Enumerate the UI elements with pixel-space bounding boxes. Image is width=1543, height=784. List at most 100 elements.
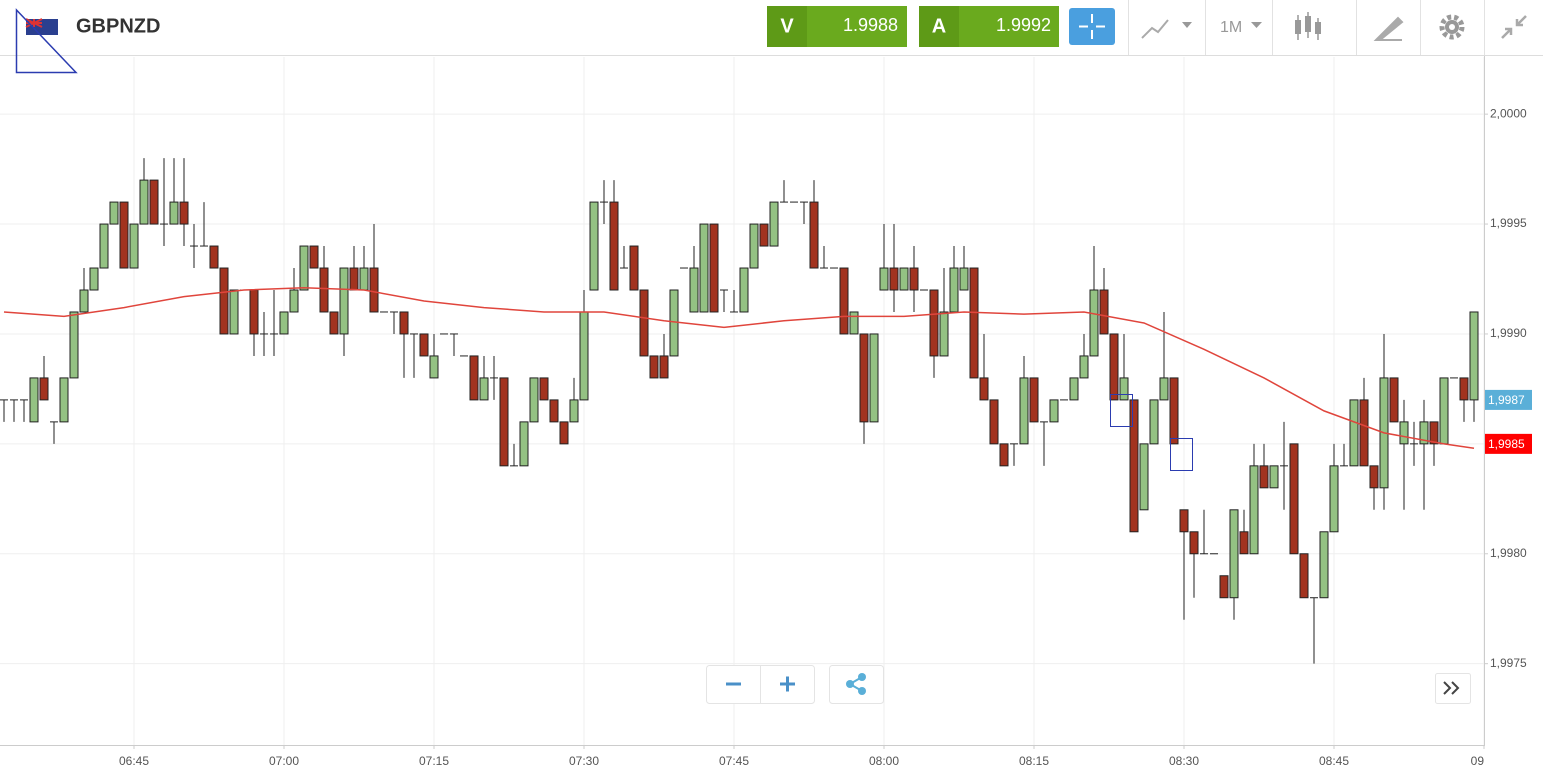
candle-body [669,289,679,357]
candle-body [589,201,599,291]
candle-body [1179,509,1189,533]
candle-body [659,355,669,379]
x-tick-label: 09 [1471,754,1485,768]
candle-body [1149,399,1159,445]
candle-body [559,421,569,445]
y-tick-label: 1,9975 [1490,656,1527,670]
price-badge-label: 1,9985 [1488,437,1525,451]
candle-body [809,201,819,269]
candle-body [1129,399,1139,533]
candle-body [229,289,239,335]
zoom-in-button[interactable] [780,676,795,692]
candle-body [519,421,529,467]
crosshair-button[interactable] [1069,8,1115,45]
candle-body [1369,465,1379,489]
candle-body [369,267,379,313]
candle-body [1119,377,1129,401]
candle-body [1219,575,1229,599]
grid [0,57,1484,745]
candle-body [79,289,89,313]
price-badge [1485,433,1532,454]
y-tick-label: 1,9990 [1490,326,1527,340]
collapse-button[interactable] [1501,15,1527,39]
candle-body [949,267,959,313]
y-tick-label: 2,0000 [1490,106,1527,120]
candle-body [899,267,909,291]
symbol: GBPNZD [76,15,160,37]
candle-body [1029,377,1039,423]
candle-body [849,311,859,335]
candle-body [1349,399,1359,467]
candle-body [1079,355,1089,379]
candle-body [1299,553,1309,599]
candle-body [499,377,509,467]
candle-body [1139,443,1149,511]
sell-label: V [780,15,794,37]
moving-average [3,287,1475,450]
candle-body [969,267,979,379]
candle-body [1019,377,1029,445]
candle-body [39,377,49,401]
x-tick-label: 08:45 [1319,754,1349,768]
selection-marker [1170,438,1193,471]
candle-body [909,267,919,291]
candle-body [289,289,299,313]
candle-body [1099,289,1109,335]
candle-body [939,311,949,357]
share-button[interactable] [829,665,884,704]
candle-body [359,267,369,291]
candle-body [749,223,759,269]
price-badge [1485,389,1532,410]
buy-button[interactable]: A 1.9992 [919,6,1059,47]
candle-body [1109,333,1119,401]
candle-body [869,333,879,423]
timeframe-button[interactable]: 1M [1220,19,1262,36]
candle-body [929,289,939,357]
y-tick-label: 1,9980 [1490,546,1527,560]
y-tick-label: 1,9995 [1490,216,1527,230]
timeframe: 1M [1220,19,1242,36]
candle-body [219,267,229,335]
selection-corner [15,8,78,74]
candle-body [1429,421,1439,445]
candle-body [109,201,119,225]
scroll-end-button[interactable] [1435,673,1471,704]
candle-body [639,289,649,357]
candle-body [549,399,559,423]
candle-body [1319,531,1329,599]
candle-body [709,223,719,313]
candle-body [1249,465,1259,555]
candle-body [419,333,429,357]
x-tick-label: 08:15 [1019,754,1049,768]
settings-button[interactable] [1439,14,1465,40]
selection-marker [1110,394,1133,427]
candle-type-button[interactable] [1295,12,1321,40]
candle-body [339,267,349,335]
candle-body [989,399,999,445]
candle-body [129,223,139,269]
candle-body [689,267,699,313]
sell-price: 1.9988 [843,15,898,35]
candle-body [1239,531,1249,555]
candle-body [879,267,889,291]
candle-body [209,245,219,269]
sell-button[interactable]: V 1.9988 [767,6,907,47]
candle-body [1259,465,1269,489]
candle-body [839,267,849,335]
candle-body [859,333,869,423]
candle-body [89,267,99,291]
candle-body [309,245,319,269]
axes: 2,0000 1,9995 1,9990 1,9985 1,9980 1,9975 06:4… [119,106,1532,768]
candle-body [479,377,489,401]
candle-body [649,355,659,379]
x-tick-label: 08:00 [869,754,899,768]
toolbar-separators [1128,0,1485,55]
draw-button[interactable] [1373,16,1404,41]
chart-style-button[interactable] [1141,19,1192,39]
candle-body [169,201,179,225]
candle-body [1289,443,1299,555]
candle-body [139,179,149,225]
